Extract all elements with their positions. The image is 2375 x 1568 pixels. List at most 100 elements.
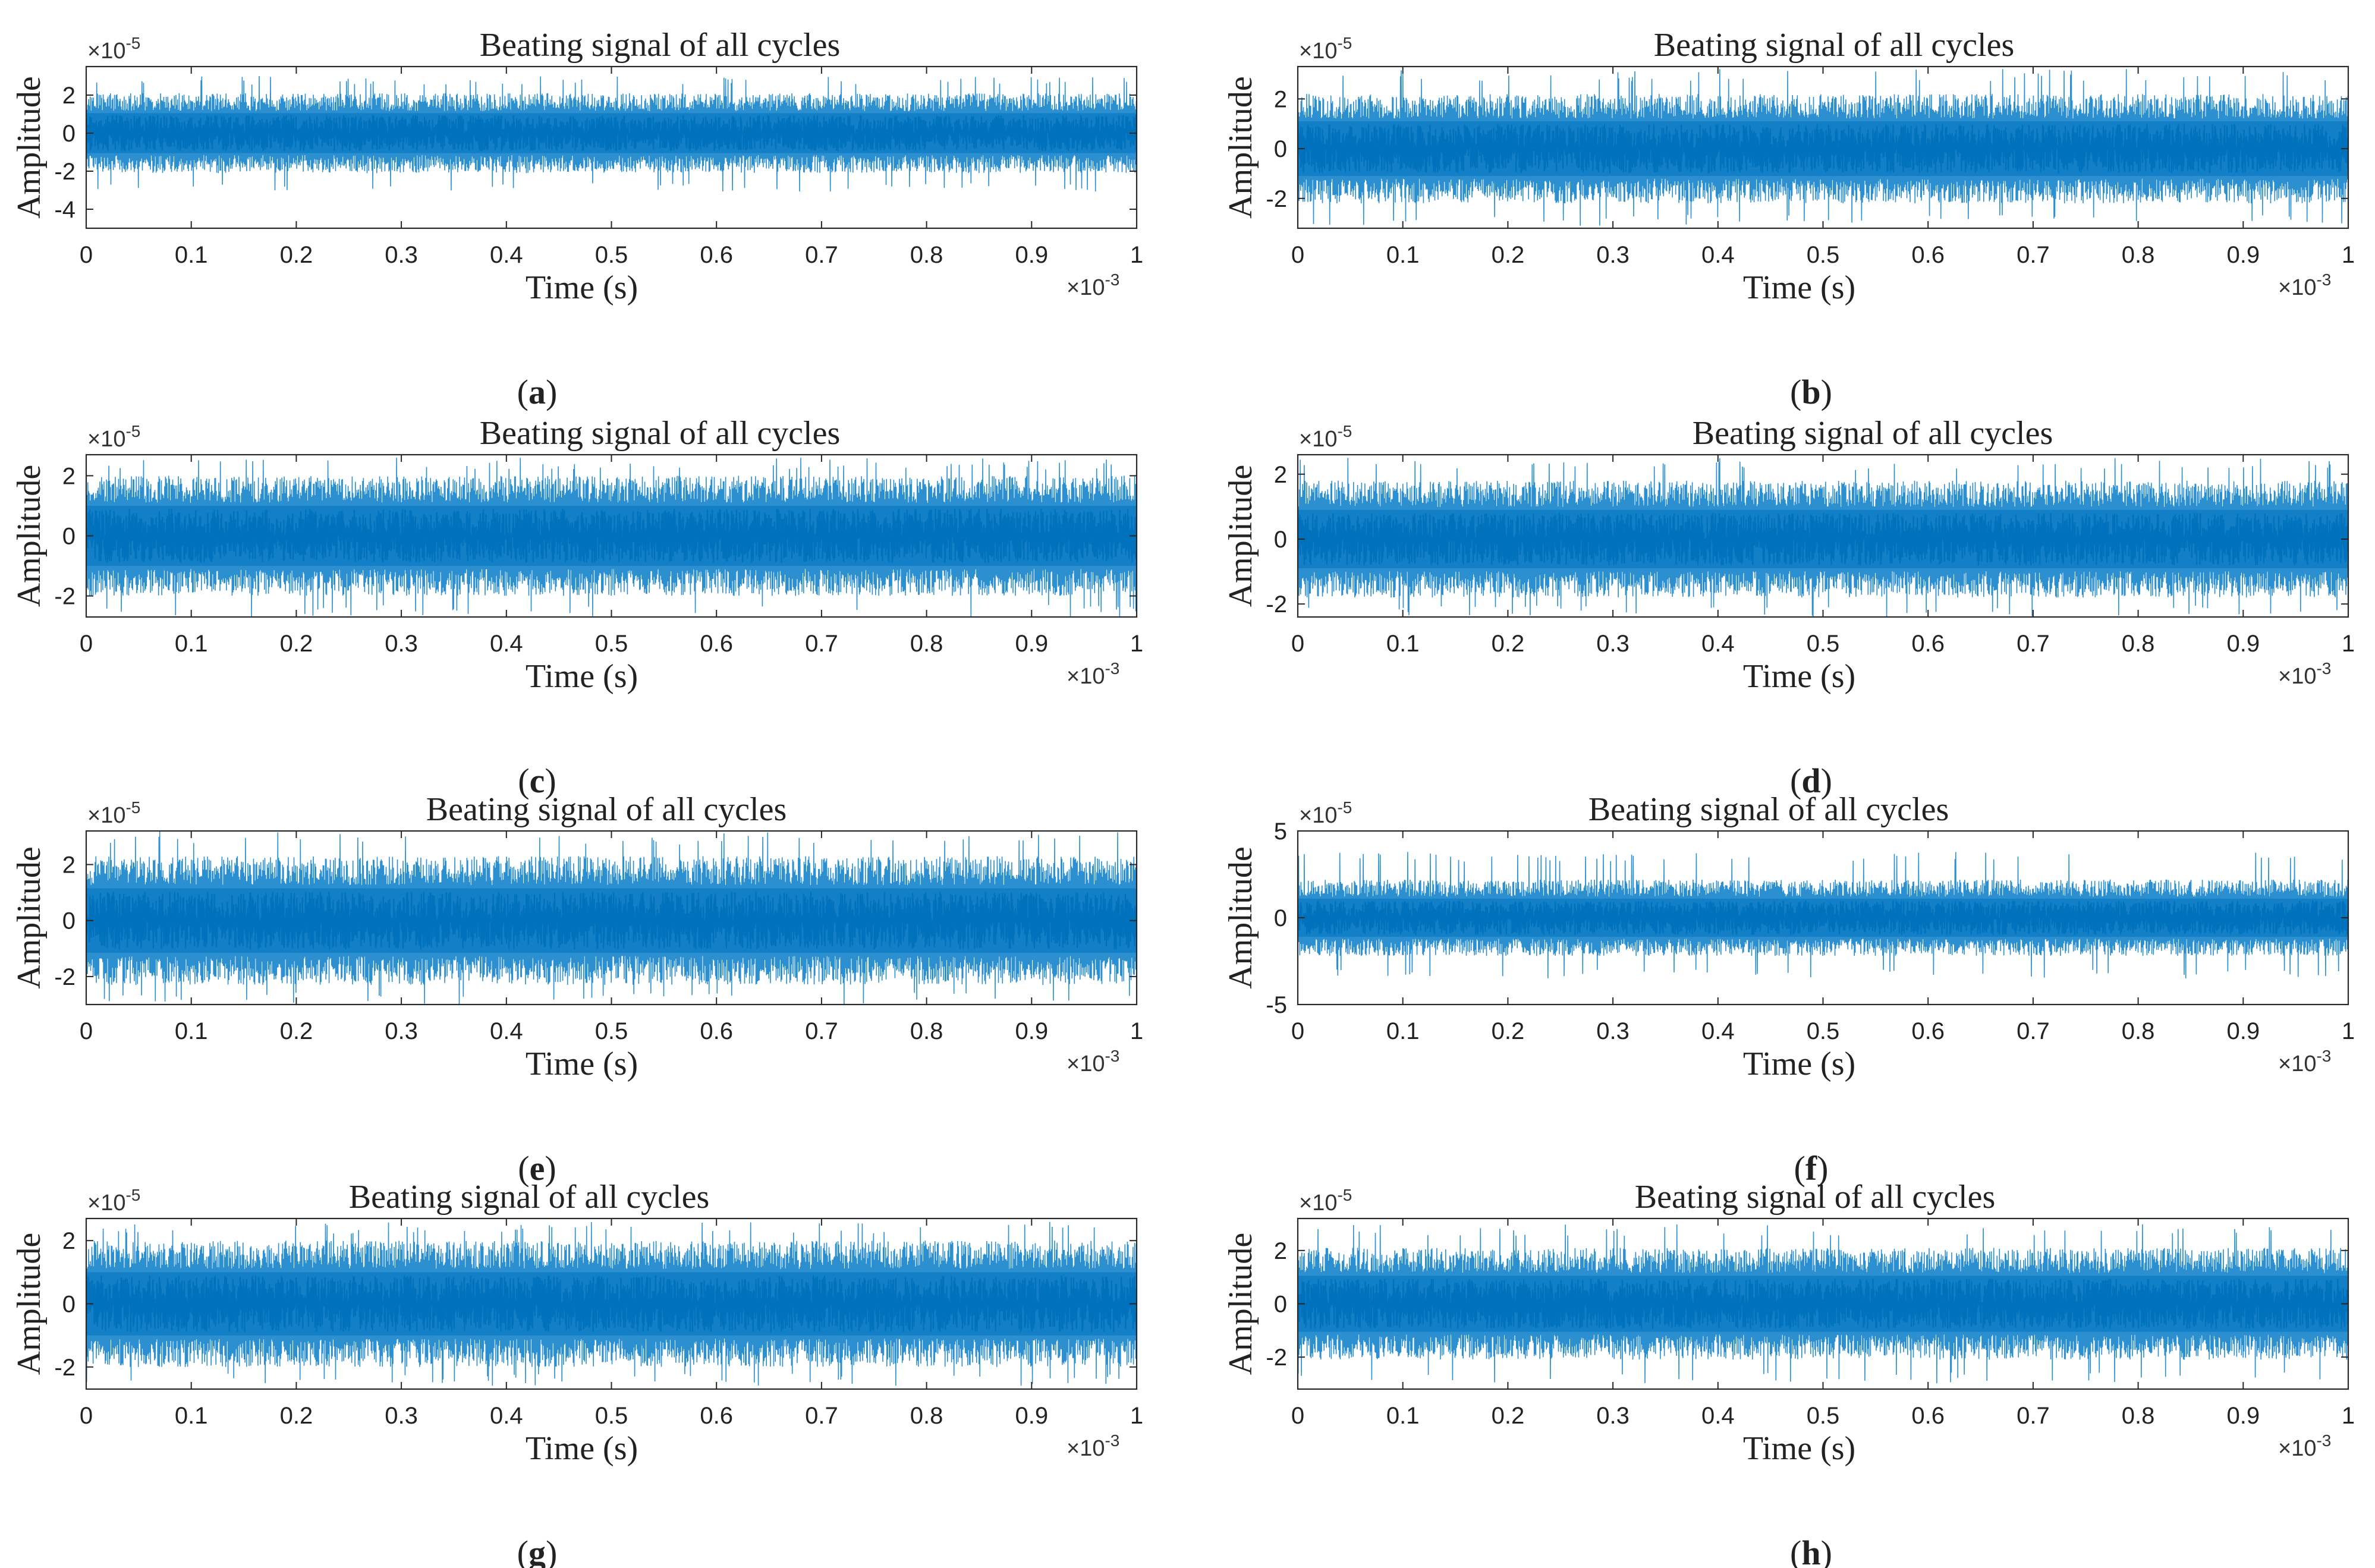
y-tick-label: 2: [62, 1228, 76, 1254]
x-exponent-label: ×10-3: [2278, 659, 2331, 689]
x-tick-label: 0.9: [2226, 242, 2260, 268]
x-tick-label: 0.7: [2017, 631, 2050, 657]
y-exponent-label: ×10-5: [87, 34, 140, 64]
signal-series-band: [1298, 1276, 2348, 1332]
signal-series-band: [86, 888, 1137, 953]
x-tick-label: 0: [1291, 631, 1304, 657]
y-tick-label: -4: [54, 197, 76, 223]
x-tick-label: 0.9: [2226, 631, 2260, 657]
x-tick-label: 0.4: [1701, 1403, 1735, 1429]
x-tick-label: 0.7: [2017, 1018, 2050, 1044]
y-tick-label: 0: [62, 121, 76, 147]
y-axis-label: Amplitude: [1222, 76, 1259, 219]
x-tick-label: 0.5: [1807, 1403, 1840, 1429]
panel-caption-letter: a: [529, 373, 546, 411]
y-exponent-label: ×10-5: [87, 798, 140, 828]
panel-caption-letter: b: [1801, 373, 1820, 411]
signal-series-band: [86, 113, 1137, 153]
x-tick-label: 1: [2342, 1018, 2355, 1044]
y-axis-label: Amplitude: [11, 1233, 48, 1375]
x-tick-label: 0.6: [1911, 1403, 1945, 1429]
x-tick-label: 1: [1130, 1018, 1143, 1044]
x-tick-label: 0: [1291, 1403, 1304, 1429]
y-tick-label: -2: [1266, 591, 1287, 618]
x-tick-label: 0.4: [490, 1018, 523, 1044]
y-axis-label: Amplitude: [1222, 846, 1259, 989]
y-axis-label: Amplitude: [11, 846, 48, 989]
x-tick-label: 0.5: [595, 1018, 628, 1044]
y-tick-label: -2: [1266, 186, 1287, 212]
signal-series-band: [1298, 898, 2348, 937]
panel-caption: (h): [1790, 1534, 1832, 1568]
x-tick-label: 0.2: [280, 1018, 313, 1044]
x-exponent-label: ×10-3: [2278, 1047, 2331, 1076]
x-tick-label: 0.8: [910, 1403, 943, 1429]
x-tick-label: 0.6: [1911, 242, 1945, 268]
y-exponent-power: -5: [1337, 34, 1352, 52]
x-tick-label: 0.7: [805, 1018, 838, 1044]
x-tick-label: 0.2: [280, 242, 313, 268]
y-tick-label: -2: [1266, 1345, 1287, 1371]
y-exponent-power: -5: [125, 798, 140, 817]
x-exponent-power: -3: [1105, 1047, 1119, 1065]
x-axis-label: Time (s): [1743, 1046, 1855, 1082]
chart-title: Beating signal of all cycles: [480, 27, 840, 64]
x-tick-label: 0.1: [1386, 631, 1420, 657]
x-tick-label: 0.8: [2122, 242, 2155, 268]
y-tick-label: -2: [54, 159, 76, 185]
x-exponent-power: -3: [1105, 270, 1119, 289]
x-tick-label: 0.6: [1911, 631, 1945, 657]
x-tick-label: 0: [80, 1403, 93, 1429]
y-exponent-label: ×10-5: [1299, 422, 1352, 452]
x-exponent-power: -3: [1105, 659, 1119, 678]
x-tick-label: 0.1: [175, 631, 208, 657]
y-exponent-power: -5: [1337, 1186, 1352, 1204]
chart-panel-g: 0 0.1 0.2 0.3 0.4 0.5 0.6 0.7 0.8 0.9 1-202×10-5×1…: [11, 1179, 1143, 1568]
x-axis-label: Time (s): [526, 269, 638, 306]
x-tick-label: 0.1: [175, 1403, 208, 1429]
panel-caption-letter: c: [530, 761, 545, 800]
x-tick-label: 0.6: [700, 1403, 733, 1429]
y-axis-label: Amplitude: [11, 76, 48, 219]
x-tick-label: 0.2: [280, 1403, 313, 1429]
y-exponent-power: -5: [1337, 798, 1352, 817]
x-tick-label: 0.9: [2226, 1403, 2260, 1429]
x-tick-label: 0.7: [805, 631, 838, 657]
x-tick-label: 0.3: [1596, 1018, 1630, 1044]
x-axis-label: Time (s): [1743, 658, 1855, 695]
y-tick-label: -2: [54, 964, 76, 990]
x-tick-label: 0.6: [700, 631, 733, 657]
signal-series-band: [86, 505, 1137, 566]
x-tick-label: 0.9: [1015, 1018, 1048, 1044]
y-tick-label: 2: [62, 83, 76, 109]
y-tick-label: 2: [1274, 1238, 1287, 1264]
chart-panel-h: 0 0.1 0.2 0.3 0.4 0.5 0.6 0.7 0.8 0.9 1 -2 0 2 ×10-5 ×1…: [1222, 1179, 2355, 1568]
panel-caption-letter: d: [1801, 761, 1820, 800]
y-exponent-power: -5: [1337, 422, 1352, 440]
signal-series-band: [86, 1272, 1137, 1336]
chart-panel-d: 0 0.1 0.2 0.3 0.4 0.5 0.6 0.7 0.8 0.9 1-202×10-5×1…: [1222, 415, 2355, 800]
x-axis-label: Time (s): [526, 1430, 638, 1467]
y-exponent-power: -5: [125, 1186, 140, 1204]
x-tick-label: 0.4: [490, 1403, 523, 1429]
x-axis-label: Time (s): [1743, 1430, 1855, 1467]
x-tick-label: 0.2: [1492, 1403, 1525, 1429]
y-tick-label: 2: [62, 852, 76, 879]
x-tick-label: 0.6: [700, 242, 733, 268]
y-tick-label: 0: [1274, 905, 1287, 931]
x-exponent-power: -3: [2316, 1047, 2331, 1065]
x-exponent-power: -3: [2316, 270, 2331, 289]
panel-caption: (c): [518, 761, 556, 800]
x-tick-label: 0.4: [1701, 242, 1735, 268]
x-tick-label: 1: [2342, 242, 2355, 268]
y-exponent-power: -5: [125, 422, 140, 440]
y-tick-label: 5: [1274, 818, 1287, 845]
panel-caption: (e): [518, 1149, 556, 1188]
x-tick-label: 0.4: [490, 631, 523, 657]
panel-caption-letter: f: [1805, 1149, 1817, 1188]
chart-panel-e: 0 0.1 0.2 0.3 0.4 0.5 0.6 0.7 0.8 0.9 1 -2 0 2 ×10-5 ×1…: [11, 791, 1143, 1188]
panel-caption-letter: e: [530, 1149, 545, 1188]
x-tick-label: 0.7: [805, 1403, 838, 1429]
x-tick-label: 0.1: [175, 1018, 208, 1044]
